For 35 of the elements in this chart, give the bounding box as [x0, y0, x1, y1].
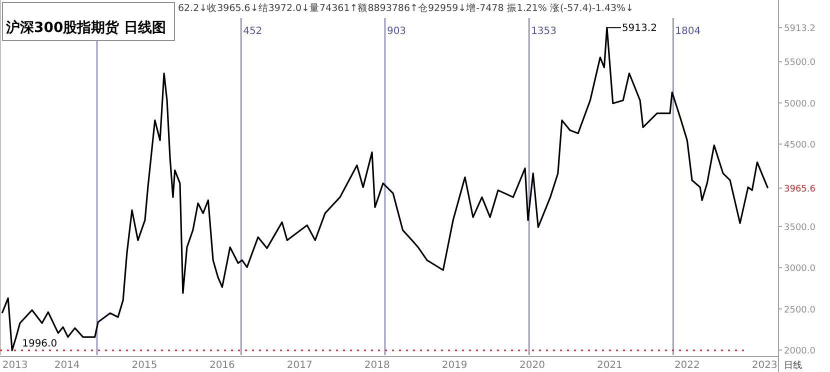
y-tick-label: 3965.6: [784, 184, 816, 195]
text: 日线: [784, 360, 802, 371]
ref-line-label: 452: [243, 26, 262, 37]
annotation: 1996.0: [22, 338, 58, 350]
y-tick-label: 5000.0: [784, 99, 816, 110]
ref-line: 903: [384, 18, 406, 355]
y-tick-label: 5913.2: [784, 24, 816, 34]
y-tick-label: 2500.0: [784, 305, 816, 316]
y-tick-label: 3000.0: [784, 264, 816, 274]
x-tick-label: 2019: [442, 360, 468, 371]
x-tick-label: 2014: [54, 360, 80, 371]
ref-line-label: 903: [386, 26, 406, 37]
y-tick-label: 3500.0: [784, 222, 816, 233]
title: 沪深300股指期货 日线图: [2, 2, 175, 41]
y-tick-label: 2000.0: [784, 346, 816, 357]
x-tick-label: 2018: [364, 360, 390, 371]
annotation: 5913.2: [606, 23, 657, 34]
x-tick-label: 2023: [752, 360, 778, 371]
ref-line-label: 1804: [675, 26, 701, 37]
x-tick-label: 2013: [2, 360, 28, 371]
x-tick-label: 2017: [286, 360, 312, 371]
y-tick-label: 4500.0: [784, 140, 816, 151]
annotation: 5913.2: [622, 23, 657, 34]
ref-line: 1804: [672, 18, 701, 355]
x-tick-label: 2021: [596, 360, 622, 371]
ref-line-label: 1353: [531, 26, 557, 37]
x-tick-label: 2020: [520, 360, 545, 371]
ref-line: 1353: [528, 18, 557, 355]
ref-line: 452: [240, 18, 262, 355]
x-tick-label: 2022: [674, 360, 700, 371]
text: 62.2↓收3965.6↓结3972.0↓量74361↑额8893786↑仓92959↓增-7478 振1.21% 涨(-57.4)-1.43%↓: [178, 2, 634, 14]
y-tick-label: 5500.0: [784, 58, 816, 68]
x-tick-label: 2016: [209, 360, 235, 371]
chart-title: 沪深300股指期货 日线图: [5, 19, 166, 36]
x-tick-label: 2015: [132, 360, 158, 371]
